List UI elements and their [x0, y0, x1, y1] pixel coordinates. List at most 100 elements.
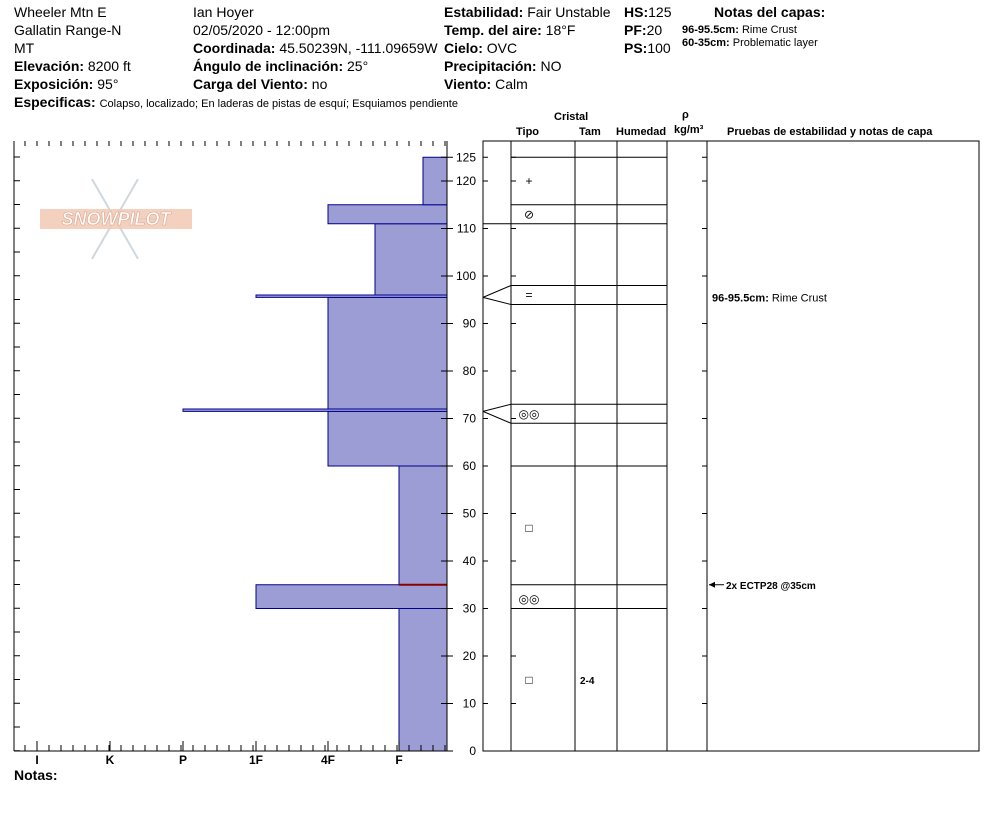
- precip-label: Precipitación:: [444, 58, 537, 74]
- pf-row: PF:20: [624, 22, 662, 38]
- hardness-layer: [255, 584, 448, 609]
- test-notes: 96-95.5cm: Rime Crust 2x ECTP28 @35cm: [709, 292, 827, 592]
- axis-label: 50: [463, 507, 477, 521]
- col-size: Tam: [579, 126, 601, 138]
- layer-connector: [482, 403, 512, 412]
- hs-label: HS:: [624, 4, 649, 20]
- sky-label: Cielo:: [444, 40, 483, 56]
- col-rho: ρ: [682, 109, 689, 121]
- crystal-symbol: =: [525, 288, 532, 302]
- logo-text: SNOWPILOT: [62, 209, 173, 229]
- specifics-label: Especificas:: [14, 94, 96, 110]
- hs-row: HS:125: [624, 4, 671, 20]
- col-crystal: Cristal: [554, 111, 589, 123]
- coordinate-value: 45.50239N, -111.09659W: [279, 40, 438, 56]
- layer-note-2-range: 60-35cm:: [682, 37, 730, 49]
- col-moisture: Humedad: [616, 126, 667, 138]
- crystal-symbol: ◎◎: [519, 407, 540, 421]
- wind-load-row: Carga del Viento: no: [193, 76, 327, 92]
- elevation-row: Elevación: 8200 ft: [14, 58, 131, 74]
- air-temp-label: Temp. del aire:: [444, 22, 542, 38]
- axis-label: 60: [463, 459, 477, 473]
- axis-label: 110: [457, 222, 476, 236]
- col-type: Tipo: [516, 126, 540, 138]
- hardness-label-F: F: [395, 753, 402, 767]
- axis-label: 10: [463, 697, 477, 711]
- hardness-label-4F: 4F: [321, 753, 335, 767]
- sky-value: OVC: [486, 40, 518, 56]
- observer: Ian Hoyer: [193, 4, 254, 20]
- hardness-layer: [327, 296, 448, 410]
- sky-row: Cielo: OVC: [444, 40, 517, 56]
- wind-load-label: Carga del Viento:: [193, 76, 308, 92]
- layer-note-1: 96-95.5cm: Rime Crust: [682, 24, 797, 37]
- precip-row: Precipitación: NO: [444, 58, 561, 74]
- air-temp-row: Temp. del aire: 18°F: [444, 22, 575, 38]
- stability-value: Fair Unstable: [527, 4, 611, 20]
- col-tests: Pruebas de estabilidad y notas de capa: [727, 126, 933, 138]
- coordinate-row: Coordinada: 45.50239N, -111.09659W: [193, 40, 438, 56]
- pf-value: 20: [646, 22, 663, 38]
- hardness-plot: I K P 1F 4F F: [13, 141, 448, 767]
- coordinate-label: Coordinada:: [193, 40, 276, 56]
- layer-note-1-range: 96-95.5cm:: [682, 24, 739, 36]
- axis-label: 0: [469, 744, 476, 758]
- ps-value: 100: [647, 40, 671, 56]
- axis-label: 30: [463, 602, 477, 616]
- axis-label: 100: [456, 269, 476, 283]
- datetime: 02/05/2020 - 12:00pm: [193, 22, 330, 38]
- exposure-value: 95°: [97, 76, 119, 92]
- wind-load-value: no: [311, 76, 328, 92]
- rime-crust-range: 96-95.5cm:: [712, 292, 769, 304]
- elevation-label: Elevación:: [14, 58, 85, 74]
- hardness-layer: [398, 608, 448, 752]
- axis-label: 70: [463, 412, 477, 426]
- stability-test: 2x ECTP28 @35cm: [726, 581, 816, 592]
- hardness-layer: [327, 204, 448, 225]
- layer-connector: [482, 285, 512, 298]
- crystal-table: + ⊘ = ◎◎ □ ◎◎ □ 2-4: [482, 140, 980, 752]
- height-axis: 0 10 20 30 40 50 60 70 80 90 100 110 120 125: [441, 141, 476, 758]
- incline-label: Ángulo de inclinación:: [193, 58, 344, 74]
- axis-label: 120: [456, 174, 476, 188]
- rime-crust-text: Rime Crust: [769, 292, 827, 304]
- layer-connector: [482, 296, 512, 305]
- ps-label: PS:: [624, 40, 648, 56]
- crystal-symbol: □: [525, 521, 532, 535]
- hardness-label-1F: 1F: [249, 753, 263, 767]
- stability-row: Estabilidad: Fair Unstable: [444, 4, 611, 20]
- specifics-row: Especificas: Colapso, localizado; En lad…: [14, 94, 458, 111]
- hardness-label-P: P: [179, 753, 187, 767]
- state: MT: [14, 40, 35, 56]
- crystal-symbol: +: [525, 174, 532, 188]
- axis-label: 80: [463, 364, 477, 378]
- hardness-layer: [398, 465, 448, 586]
- crystal-symbol: □: [525, 673, 532, 687]
- precip-value: NO: [540, 58, 562, 74]
- pf-label: PF:: [624, 22, 647, 38]
- hardness-label-I: I: [35, 753, 38, 767]
- hs-value: 125: [648, 4, 672, 20]
- col-density-unit: kg/m³: [674, 124, 704, 136]
- test-arrow-head: [709, 581, 715, 588]
- layer-connector: [482, 410, 512, 424]
- axis-label: 40: [463, 554, 477, 568]
- crystal-size: 2-4: [580, 676, 595, 687]
- specifics-value: Colapso, localizado; En laderas de pista…: [99, 98, 458, 110]
- axis-label: 125: [456, 150, 476, 164]
- stability-label: Estabilidad:: [444, 4, 524, 20]
- wind-label: Viento:: [444, 76, 492, 92]
- rime-crust-note: 96-95.5cm: Rime Crust: [712, 292, 827, 304]
- logo-band: [40, 209, 192, 229]
- air-temp-value: 18°F: [545, 22, 576, 38]
- hardness-layer: [374, 223, 448, 296]
- elevation-value: 8200 ft: [87, 58, 131, 74]
- crystal-symbol: ◎◎: [519, 592, 540, 606]
- notes-label: Notas:: [14, 767, 58, 783]
- layer-note-2: 60-35cm: Problematic layer: [682, 37, 818, 50]
- snowpilot-logo: SNOWPILOT: [40, 178, 192, 260]
- exposure-label: Exposición:: [14, 76, 94, 92]
- layer-note-1-text: Rime Crust: [741, 24, 797, 36]
- layer-note-2-text: Problematic layer: [732, 37, 818, 49]
- axis-label: 90: [463, 317, 477, 331]
